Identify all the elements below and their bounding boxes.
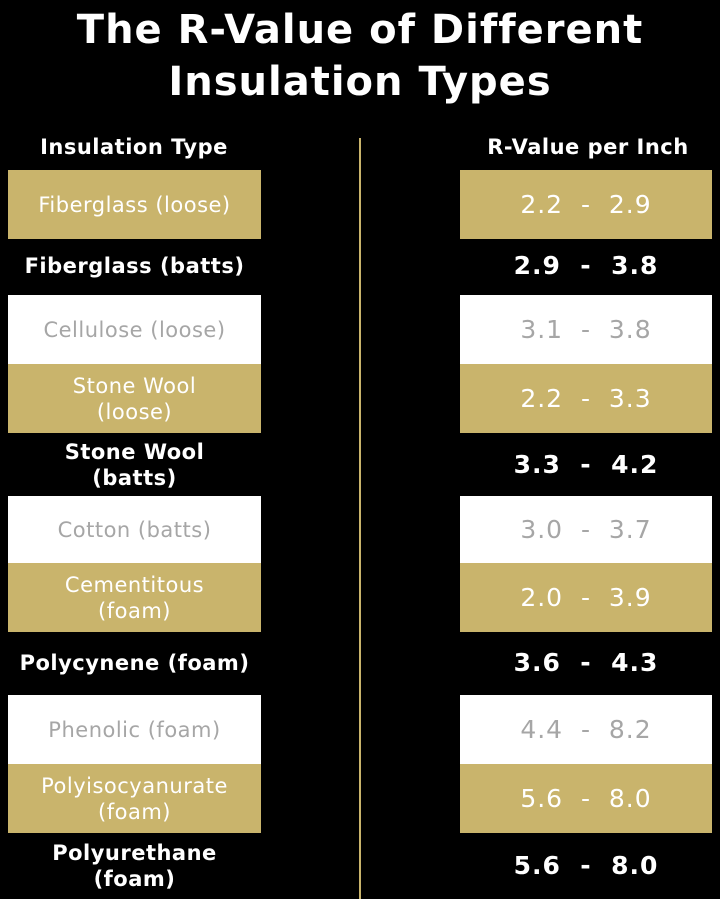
insulation-type-label: Fiberglass (batts): [25, 253, 245, 279]
insulation-type-label: Cotton (batts): [58, 517, 212, 543]
insulation-type-label: Polyurethane (foam): [52, 840, 217, 892]
insulation-type-line-1: Cementitous: [64, 572, 205, 597]
row-10-insulation-type: Polyisocyanurate (foam): [8, 764, 261, 833]
r-value-range: 3.1 - 3.8: [520, 315, 652, 344]
r-value-range: 3.3 - 4.2: [513, 449, 659, 479]
r-value-range: 2.0 - 3.9: [520, 582, 652, 612]
insulation-type-line-1: Fiberglass (batts): [24, 253, 245, 278]
row-10-r-value: 5.6 - 8.0: [460, 764, 712, 833]
row-8-insulation-type: Polycynene (foam): [8, 631, 261, 695]
insulation-type-line-1: Stone Wool: [64, 439, 205, 464]
insulation-type-label: Polycynene (foam): [20, 650, 250, 676]
row-9-r-value: 4.4 - 8.2: [460, 695, 712, 765]
title-line-1: The R-Value of Different: [76, 7, 644, 53]
row-6-r-value: 3.0 - 3.7: [460, 496, 712, 564]
row-4-insulation-type: Stone Wool (loose): [8, 364, 261, 433]
insulation-type-label: Stone Wool (batts): [65, 439, 205, 491]
row-7-insulation-type: Cementitous (foam): [8, 563, 261, 632]
insulation-type-label: Stone Wool (loose): [73, 373, 196, 425]
insulation-type-label: Polyisocyanurate (foam): [41, 773, 228, 825]
row-2-insulation-type: Fiberglass (batts): [8, 236, 261, 295]
column-header-type: Insulation Type: [40, 135, 228, 159]
insulation-type-label: Phenolic (foam): [48, 717, 220, 743]
column-header-value: R-Value per Inch: [487, 135, 689, 159]
insulation-type-label: Cellulose (loose): [43, 317, 225, 343]
r-value-range: 2.2 - 3.3: [520, 383, 652, 413]
r-value-range: 2.9 - 3.8: [513, 250, 659, 280]
row-11-r-value: 5.6 - 8.0: [460, 832, 712, 899]
insulation-type-line-2: (loose): [96, 399, 173, 424]
row-3-r-value: 3.1 - 3.8: [460, 295, 712, 365]
row-7-r-value: 2.0 - 3.9: [460, 563, 712, 632]
insulation-type-line-2: (batts): [92, 465, 177, 490]
insulation-type-line-1: Fiberglass (loose): [38, 192, 231, 217]
r-value-range: 5.6 - 8.0: [513, 850, 659, 880]
insulation-type-line-1: Cotton (batts): [57, 518, 212, 542]
insulation-type-line-1: Cellulose (loose): [43, 318, 226, 342]
r-value-range: 4.4 - 8.2: [520, 715, 652, 744]
insulation-type-line-1: Polycynene (foam): [19, 651, 250, 675]
insulation-type-line-2: (foam): [98, 598, 171, 623]
row-1-insulation-type: Fiberglass (loose): [8, 170, 261, 239]
row-4-r-value: 2.2 - 3.3: [460, 364, 712, 433]
r-value-range: 2.2 - 2.9: [520, 189, 652, 219]
row-9-insulation-type: Phenolic (foam): [8, 695, 261, 765]
row-1-r-value: 2.2 - 2.9: [460, 170, 712, 239]
insulation-type-line-1: Phenolic (foam): [48, 718, 221, 742]
row-2-r-value: 2.9 - 3.8: [460, 236, 712, 295]
r-value-range: 3.6 - 4.3: [513, 648, 659, 677]
insulation-type-label: Cementitous (foam): [65, 572, 204, 624]
row-3-insulation-type: Cellulose (loose): [8, 295, 261, 365]
r-value-range: 5.6 - 8.0: [520, 783, 652, 813]
insulation-type-line-2: (foam): [98, 799, 171, 824]
row-6-insulation-type: Cotton (batts): [8, 496, 261, 564]
page-title: The R-Value of Different Insulation Type…: [0, 4, 720, 108]
insulation-type-line-1: Polyurethane: [52, 840, 217, 865]
insulation-type-line-1: Stone Wool: [72, 373, 197, 398]
row-11-insulation-type: Polyurethane (foam): [8, 832, 261, 899]
row-8-r-value: 3.6 - 4.3: [460, 631, 712, 695]
insulation-type-line-1: Polyisocyanurate: [41, 773, 228, 798]
insulation-type-label: Fiberglass (loose): [38, 192, 230, 218]
insulation-type-line-2: (foam): [93, 866, 176, 891]
r-value-range: 3.0 - 3.7: [520, 515, 652, 544]
title-line-2: Insulation Types: [168, 59, 552, 105]
row-5-insulation-type: Stone Wool (batts): [8, 433, 261, 496]
row-5-r-value: 3.3 - 4.2: [460, 433, 712, 496]
column-divider: [359, 138, 361, 899]
